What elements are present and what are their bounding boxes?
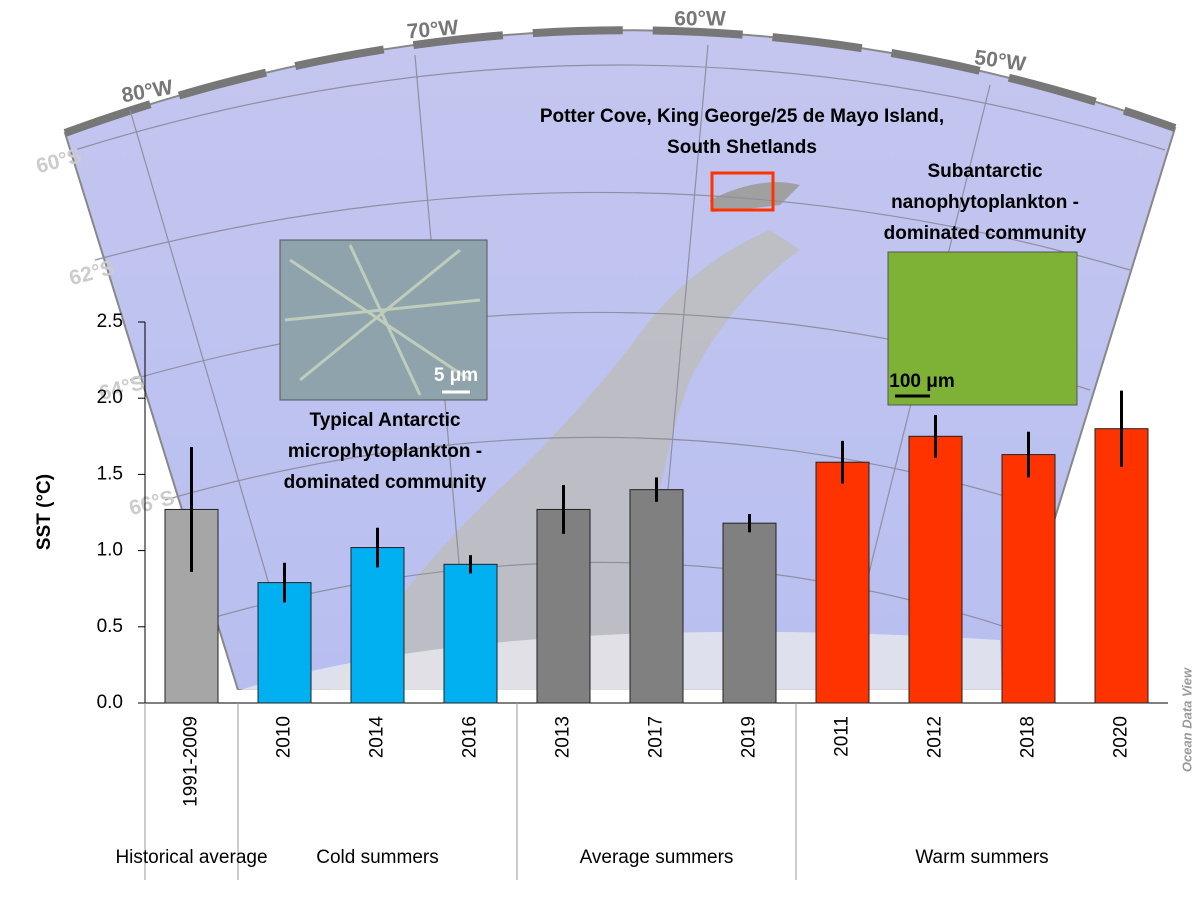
bar	[908, 435, 963, 704]
x-tick-label: 2010	[274, 716, 295, 758]
inset-caption: Subantarctic	[927, 161, 1043, 182]
bar	[443, 563, 498, 704]
x-tick-label: 2019	[739, 716, 760, 758]
inset-caption: nanophytoplankton -	[891, 192, 1079, 213]
credit: Ocean Data View	[1179, 667, 1194, 772]
group-label: Historical average	[115, 847, 267, 868]
y-tick-label: 1.5	[97, 463, 123, 484]
x-tick-label: 2014	[367, 716, 388, 759]
x-tick-label: 2011	[832, 716, 853, 757]
longitude-label: 60°W	[674, 8, 726, 31]
x-tick-label: 2013	[553, 716, 574, 758]
y-tick-label: 2.0	[97, 387, 123, 408]
latitude-label: 62°S	[67, 256, 117, 290]
x-tick-label: 1991-2009	[181, 716, 202, 807]
scale-label: 5 μm	[434, 365, 478, 386]
inset-caption: dominated community	[884, 223, 1087, 244]
longitude-label: 70°W	[406, 16, 460, 43]
x-tick-label: 2020	[1111, 716, 1132, 758]
y-tick-label: 0.5	[97, 616, 123, 637]
group-label: Average summers	[580, 847, 734, 868]
y-tick-label: 0.0	[97, 692, 123, 713]
bar	[536, 508, 591, 704]
bar	[1094, 428, 1149, 704]
bar	[629, 489, 684, 704]
bar	[815, 461, 870, 704]
x-tick-label: 2012	[925, 716, 946, 758]
bar	[350, 547, 405, 704]
inset-caption: microphytoplankton -	[288, 441, 482, 462]
group-label: Warm summers	[915, 847, 1048, 868]
bar	[1001, 454, 1056, 704]
x-tick-label: 2018	[1018, 716, 1039, 758]
x-tick-label: 2017	[646, 716, 667, 758]
y-tick-label: 2.5	[97, 311, 123, 332]
inset-caption: dominated community	[284, 472, 487, 493]
site-label: South Shetlands	[667, 137, 817, 158]
y-axis-title: SST (°C)	[34, 474, 55, 550]
group-label: Cold summers	[316, 847, 438, 868]
map-labels: 80°W 70°W 60°W 50°W 60°S 62°S 64°S 66°S …	[34, 8, 1195, 773]
bar	[257, 582, 312, 704]
x-tick-label: 2016	[460, 716, 481, 758]
y-tick-label: 1.0	[97, 540, 123, 561]
inset-caption: Typical Antarctic	[310, 410, 461, 431]
site-label: Potter Cove, King George/25 de Mayo Isla…	[540, 106, 944, 127]
scale-label: 100 μm	[889, 371, 955, 392]
bar	[722, 522, 777, 704]
